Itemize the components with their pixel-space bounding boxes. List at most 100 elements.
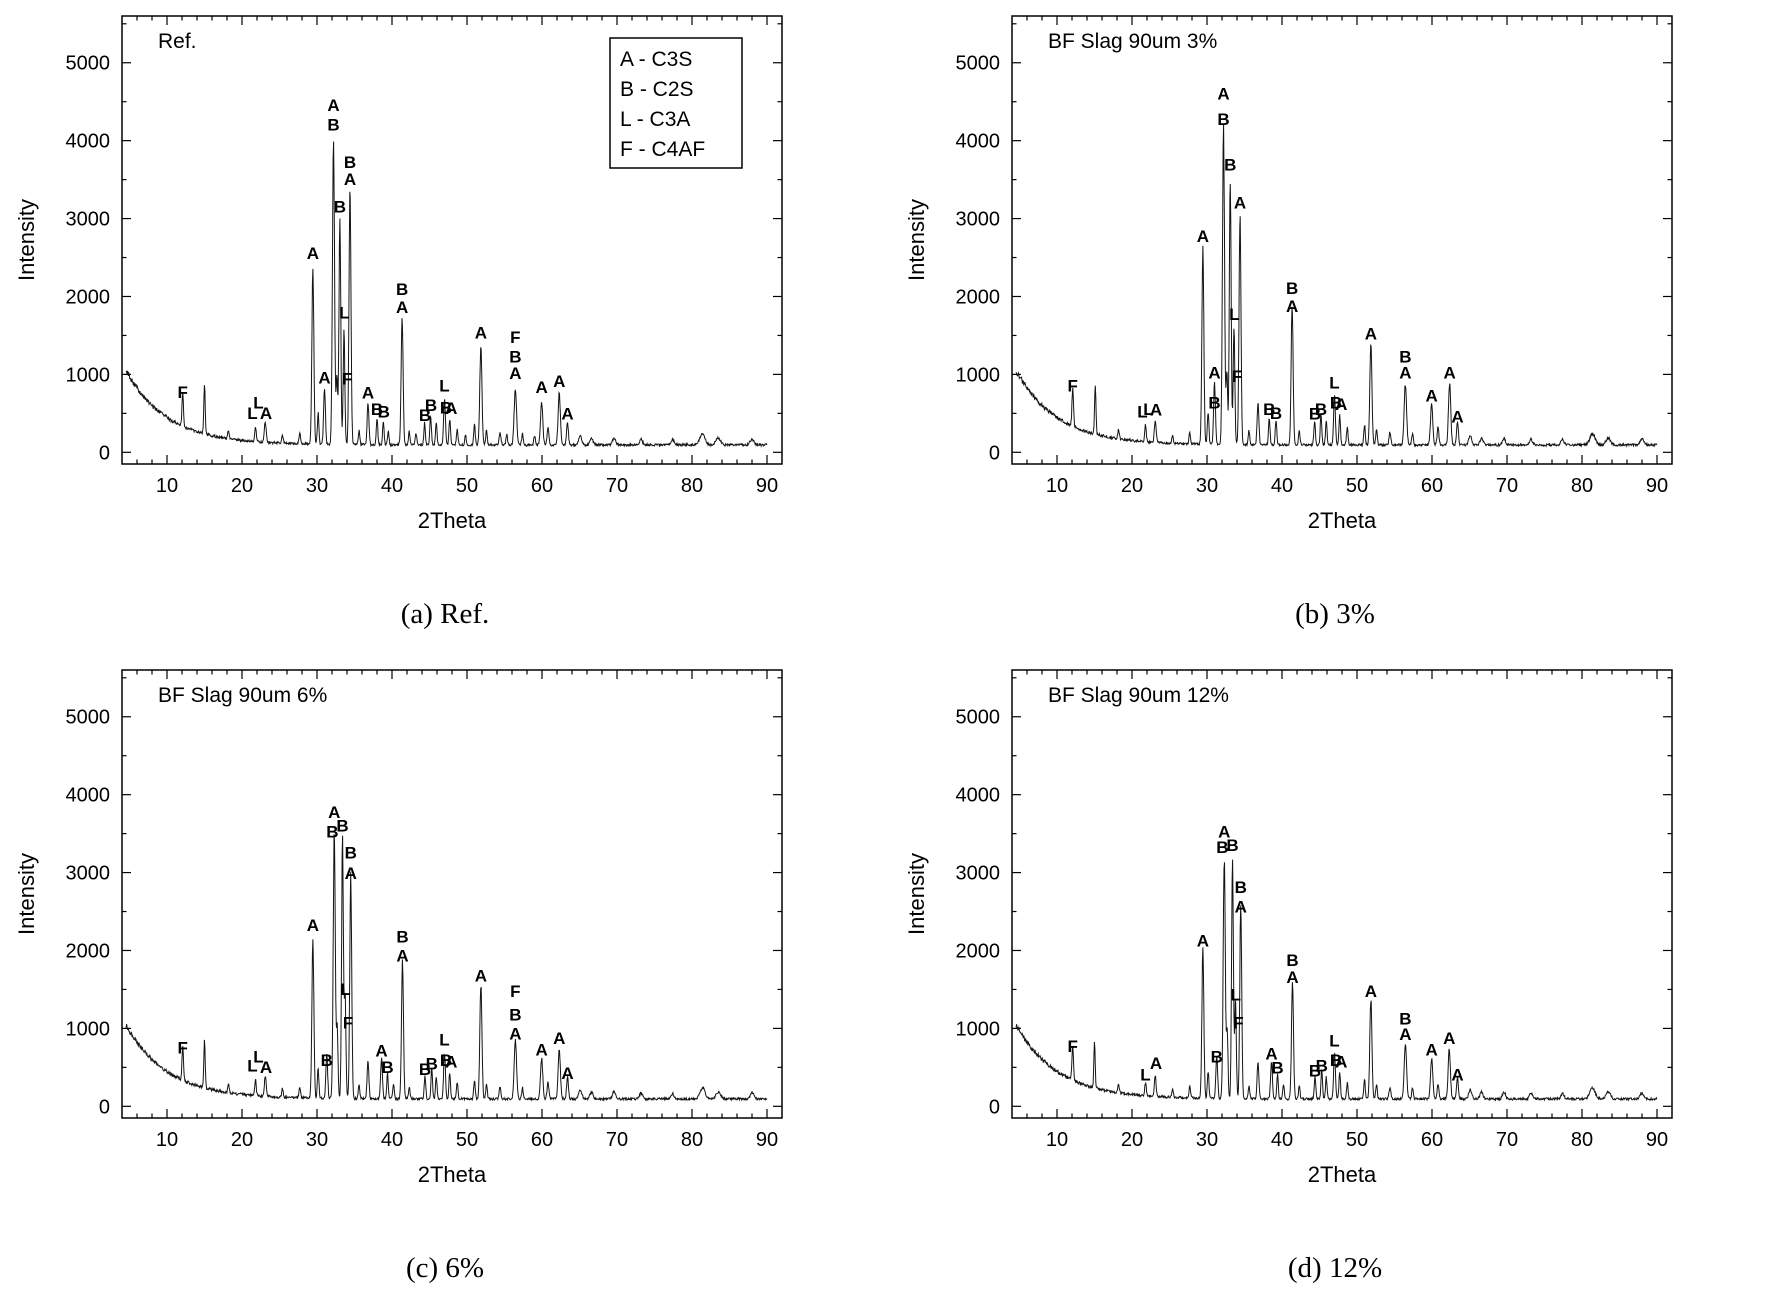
y-tick-label: 1000 — [956, 1018, 1001, 1040]
peak-label-L: L — [439, 1031, 449, 1050]
peak-label-A: A — [1217, 84, 1229, 103]
peak-label-A: A — [1197, 227, 1209, 246]
peak-label-A: A — [344, 170, 356, 189]
x-tick-label: 30 — [306, 1129, 328, 1151]
panel-caption-a: (a) Ref. — [401, 598, 490, 631]
peak-label-B: B — [509, 1006, 521, 1025]
peak-annotations: FLLAAAABBLBAFABBBABBLBAA FBAA AA — [178, 96, 574, 425]
x-tick-label: 60 — [1421, 1129, 1443, 1151]
x-axis-label: 2Theta — [418, 508, 487, 533]
y-tick-label: 1000 — [66, 1018, 111, 1040]
peak-label-B: B — [334, 197, 346, 216]
peak-label-B: B — [1224, 155, 1236, 174]
x-tick-label: 40 — [381, 475, 403, 497]
x-axis-label: 2Theta — [1308, 508, 1377, 533]
peak-label-A: A — [1365, 982, 1377, 1001]
peak-label-B: B — [1211, 1048, 1223, 1067]
peak-label-B: B — [1271, 1059, 1283, 1078]
peak-label-B: B — [1235, 878, 1247, 897]
peak-label-A: A — [396, 298, 408, 317]
y-tick-label: 5000 — [956, 707, 1001, 729]
x-axis-label: 2Theta — [1308, 1162, 1377, 1187]
peak-label-L: L — [1229, 305, 1239, 324]
y-tick-label: 2000 — [956, 286, 1001, 308]
peak-label-F: F — [1232, 367, 1242, 386]
peak-label-B: B — [1217, 110, 1229, 129]
peak-label-B: B — [327, 116, 339, 135]
x-tick-label: 70 — [1496, 475, 1518, 497]
x-tick-label: 60 — [1421, 475, 1443, 497]
x-tick-label: 50 — [456, 475, 478, 497]
peak-annotations: FLLAABABBBALFABBABBLBAAFBAAAA — [178, 803, 574, 1083]
peak-label-A: A — [535, 378, 547, 397]
y-tick-label: 4000 — [956, 131, 1001, 153]
peak-label-F: F — [342, 370, 352, 389]
peak-label-A: A — [1234, 193, 1246, 212]
x-tick-label: 10 — [156, 475, 178, 497]
peak-label-A: A — [445, 399, 457, 418]
plot-title: BF Slag 90um 6% — [158, 684, 327, 707]
peak-label-B: B — [426, 1055, 438, 1074]
peak-label-A: A — [1425, 387, 1437, 406]
y-tick-label: 3000 — [956, 863, 1001, 885]
peak-label-A: A — [1451, 1066, 1463, 1085]
legend-entry-L: L - C3A — [620, 108, 690, 131]
peak-label-F: F — [1068, 1037, 1078, 1056]
peak-label-B: B — [1270, 404, 1282, 423]
peak-label-A: A — [1451, 408, 1463, 427]
xrd-chart-12pct: 10 20 30 40 50 60 70 80 90 0 1000 2000 3000 4000 5000 2… — [890, 654, 1780, 1246]
y-tick-label: 4000 — [66, 131, 111, 153]
peak-label-F: F — [510, 982, 520, 1001]
peak-label-A: A — [1399, 1025, 1411, 1044]
peak-label-A: A — [318, 369, 330, 388]
legend: A - C3SB - C2SL - C3AF - C4AF — [610, 38, 742, 168]
y-tick-label: 4000 — [66, 785, 111, 807]
x-tick-label: 50 — [456, 1129, 478, 1151]
peak-label-A: A — [1335, 395, 1347, 414]
y-tick-label: 1000 — [66, 364, 111, 386]
peak-label-A: A — [1235, 897, 1247, 916]
y-tick-label: 4000 — [956, 785, 1001, 807]
x-tick-label: 70 — [606, 1129, 628, 1151]
plot-title: BF Slag 90um 3% — [1048, 30, 1217, 53]
plot-title: Ref. — [158, 30, 197, 53]
peak-annotations: FLAABABBBALFABBABBLBAABAAAA — [1068, 823, 1464, 1085]
peak-label-A: A — [1286, 968, 1298, 987]
peak-label-A: A — [1365, 324, 1377, 343]
x-tick-label: 20 — [231, 475, 253, 497]
peak-label-A: A — [1197, 932, 1209, 951]
y-axis-label: Intensity — [904, 199, 929, 281]
peak-label-B: B — [378, 402, 390, 421]
peak-label-A: A — [260, 1058, 272, 1077]
y-tick-label: 2000 — [66, 940, 111, 962]
peak-label-B: B — [1208, 394, 1220, 413]
axes: 10 20 30 40 50 60 70 80 90 0 1000 2000 3000 4000 5000 2… — [904, 16, 1672, 533]
x-tick-label: 80 — [1571, 475, 1593, 497]
panel-d: 10 20 30 40 50 60 70 80 90 0 1000 2000 3000 4000 5000 2… — [890, 654, 1780, 1308]
y-axis-label: Intensity — [14, 199, 39, 281]
peak-label-F: F — [343, 1013, 353, 1032]
panel-a: 10 20 30 40 50 60 70 80 90 0 1000 2000 3000 4000 5000 2… — [0, 0, 890, 654]
peak-label-A: A — [1286, 297, 1298, 316]
x-tick-label: 90 — [1646, 1129, 1668, 1151]
y-tick-label: 5000 — [956, 53, 1001, 75]
xrd-figure: 10 20 30 40 50 60 70 80 90 0 1000 2000 3000 4000 5000 2… — [0, 0, 1780, 1308]
y-tick-label: 2000 — [956, 940, 1001, 962]
legend-entry-B: B - C2S — [620, 78, 694, 101]
x-tick-label: 50 — [1346, 475, 1368, 497]
peak-label-B: B — [1226, 836, 1238, 855]
peak-label-B: B — [396, 280, 408, 299]
panel-b: 10 20 30 40 50 60 70 80 90 0 1000 2000 3000 4000 5000 2… — [890, 0, 1780, 654]
panel-caption-b: (b) 3% — [1295, 598, 1375, 631]
peak-label-L: L — [340, 980, 350, 999]
peak-annotations: FLLAABAABBALFBBBABBLBAABAAAA — [1068, 84, 1464, 426]
legend-entry-A: A - C3S — [620, 48, 692, 71]
peak-label-A: A — [475, 967, 487, 986]
y-tick-label: 5000 — [66, 53, 111, 75]
peak-label-F: F — [178, 383, 188, 402]
y-tick-label: 2000 — [66, 286, 111, 308]
x-tick-label: 10 — [1046, 1129, 1068, 1151]
peak-label-A: A — [553, 1029, 565, 1048]
x-tick-label: 20 — [1121, 1129, 1143, 1151]
x-axis-label: 2Theta — [418, 1162, 487, 1187]
